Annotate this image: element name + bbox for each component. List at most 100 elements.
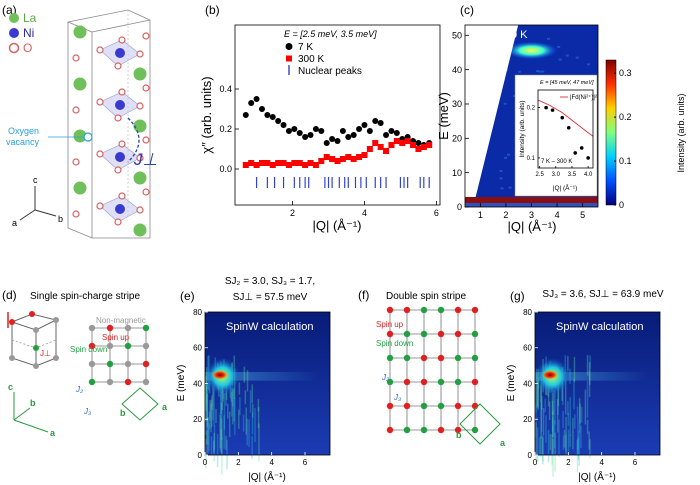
heatmap-core xyxy=(541,369,559,380)
heatmap-streak xyxy=(552,411,554,438)
o-atom xyxy=(118,88,126,96)
point xyxy=(318,128,325,134)
la-atom xyxy=(133,171,147,185)
la-atom xyxy=(133,67,147,81)
crystal-structure xyxy=(67,9,151,239)
site xyxy=(420,306,428,314)
heatmap-streak xyxy=(212,405,214,421)
point xyxy=(372,140,379,146)
x-tick-label: 3 xyxy=(529,210,534,220)
point xyxy=(415,146,422,152)
x-axis-label: |Q| (Å⁻¹) xyxy=(578,470,616,483)
y-tick-label: 20 xyxy=(193,415,202,424)
heatmap-core xyxy=(211,369,229,380)
site xyxy=(471,330,479,338)
point xyxy=(399,140,406,146)
point xyxy=(285,128,292,134)
site xyxy=(403,354,411,362)
heatmap-streak xyxy=(213,432,215,462)
heatmap-speckle xyxy=(565,54,569,57)
y-tick-label: 0.0 xyxy=(219,164,232,174)
heatmap-speckle xyxy=(508,186,512,189)
heatmap-speckle xyxy=(538,70,542,73)
chart-subtitle: SJ⊥ = 57.5 meV xyxy=(233,292,308,303)
point xyxy=(383,148,390,154)
site xyxy=(454,378,462,386)
no-coverage xyxy=(465,25,519,197)
la-atom xyxy=(133,223,147,237)
heatmap-streak xyxy=(573,357,576,382)
site xyxy=(403,402,411,410)
heatmap-speckle xyxy=(541,70,545,73)
heatmap-streak xyxy=(206,393,208,427)
point xyxy=(280,160,287,166)
colorbar-tick-label: 0.2 xyxy=(619,112,632,122)
panel-title: Single spin-charge stripe xyxy=(30,291,140,302)
y-tick-label: 40 xyxy=(523,379,532,388)
point xyxy=(586,156,590,160)
heatmap-streak xyxy=(223,415,225,450)
vacancy-site xyxy=(83,132,93,142)
point xyxy=(248,160,255,166)
colorbar-tick-label: 0.3 xyxy=(619,68,632,78)
heatmap-streak xyxy=(207,417,209,446)
legend-text: Nuclear peaks xyxy=(298,66,362,77)
heatmap-streak xyxy=(569,397,571,436)
heatmap-streak xyxy=(251,384,254,403)
panel-f: (f) Double spin stripe Spin up Spin down… xyxy=(358,288,506,448)
site xyxy=(142,324,150,332)
x-tick-label: 3.5 xyxy=(568,172,577,178)
heatmap-streak xyxy=(225,435,227,450)
heatmap-streak xyxy=(206,397,209,421)
point xyxy=(377,120,384,126)
heatmap-streak xyxy=(551,392,554,415)
site xyxy=(403,378,411,386)
heatmap-streak xyxy=(548,401,551,420)
heatmap-streak xyxy=(210,399,213,428)
legend-text: Spin down xyxy=(376,339,413,348)
heatmap-streak xyxy=(554,432,556,472)
o-atom xyxy=(96,46,104,54)
heatmap-streak xyxy=(219,412,222,452)
heatmap-streak xyxy=(233,388,235,422)
y-tick-label: 60 xyxy=(193,344,202,353)
y-tick-label: 0.4 xyxy=(219,84,232,94)
legend-la xyxy=(9,13,19,23)
panel-title: Double spin stripe xyxy=(386,291,466,302)
charge-site xyxy=(33,363,39,369)
legend-text: Spin down xyxy=(70,345,107,354)
x-tick-label: 3.0 xyxy=(552,172,561,178)
heatmap-streak xyxy=(588,370,591,386)
site xyxy=(437,306,445,314)
heatmap-streak xyxy=(565,434,567,452)
y-tick-label: 0 xyxy=(528,451,533,460)
point xyxy=(350,156,357,162)
heatmap-streak xyxy=(540,401,543,433)
point xyxy=(361,152,368,158)
lattice-axis: b xyxy=(456,430,462,440)
lattice-axis: a xyxy=(500,438,506,448)
heatmap-streak xyxy=(558,419,560,457)
site xyxy=(437,330,445,338)
charge-site xyxy=(9,355,15,361)
spin-site xyxy=(29,311,35,317)
lattice xyxy=(386,306,479,434)
site xyxy=(88,378,96,386)
site xyxy=(88,342,96,350)
site xyxy=(124,324,132,332)
x-tick-label: 5 xyxy=(580,210,585,220)
heatmap-streak xyxy=(238,409,240,429)
heatmap-streak xyxy=(208,423,210,452)
axis-label: a xyxy=(50,428,56,438)
y-tick-label: 80 xyxy=(523,308,532,317)
heatmap-streak xyxy=(562,411,564,429)
legend-title: E = [45 meV, 47 meV] xyxy=(540,80,594,86)
point xyxy=(388,128,395,134)
x-tick-label: 4 xyxy=(362,208,367,218)
panel-label: (c) xyxy=(460,3,474,17)
y-axis-label: E (meV) xyxy=(176,365,187,402)
site xyxy=(454,306,462,314)
site xyxy=(420,402,428,410)
legend-text: 300 K xyxy=(298,54,324,65)
heatmap-streak xyxy=(589,439,591,459)
